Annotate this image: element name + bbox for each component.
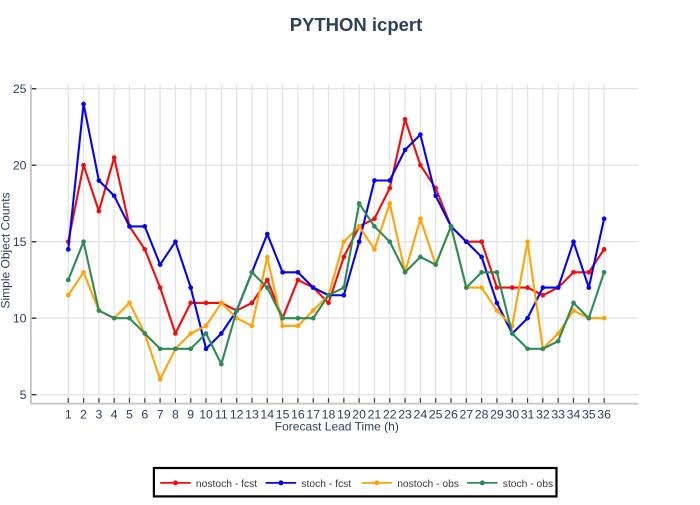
svg-text:20: 20	[352, 408, 366, 422]
svg-text:13: 13	[245, 408, 259, 422]
svg-text:26: 26	[444, 408, 458, 422]
svg-text:6: 6	[141, 408, 148, 422]
svg-text:34: 34	[567, 408, 581, 422]
svg-text:1: 1	[65, 408, 72, 422]
svg-text:9: 9	[187, 408, 194, 422]
svg-text:nostoch - fcst: nostoch - fcst	[196, 479, 257, 490]
svg-text:5: 5	[126, 408, 133, 422]
svg-text:27: 27	[459, 408, 473, 422]
svg-text:30: 30	[505, 408, 519, 422]
svg-text:31: 31	[521, 408, 535, 422]
svg-text:3: 3	[95, 408, 102, 422]
svg-text:nostoch - obs: nostoch - obs	[397, 479, 459, 490]
svg-text:20: 20	[13, 158, 27, 172]
svg-text:5: 5	[20, 388, 27, 402]
svg-text:2: 2	[80, 408, 87, 422]
svg-text:11: 11	[215, 408, 228, 422]
svg-text:28: 28	[475, 408, 489, 422]
svg-text:17: 17	[306, 408, 320, 422]
svg-text:18: 18	[322, 408, 336, 422]
svg-text:Simple Object Counts: Simple Object Counts	[0, 192, 12, 308]
svg-text:22: 22	[383, 408, 397, 422]
svg-text:14: 14	[260, 408, 274, 422]
svg-text:36: 36	[597, 408, 611, 422]
svg-text:35: 35	[582, 408, 596, 422]
svg-text:15: 15	[13, 235, 27, 249]
svg-text:33: 33	[551, 408, 565, 422]
svg-text:24: 24	[414, 408, 428, 422]
svg-text:10: 10	[13, 311, 27, 325]
svg-text:16: 16	[291, 408, 305, 422]
svg-text:Forecast Lead Time (h): Forecast Lead Time (h)	[275, 420, 399, 434]
svg-text:21: 21	[368, 408, 382, 422]
svg-text:15: 15	[276, 408, 290, 422]
svg-text:25: 25	[13, 82, 27, 96]
svg-text:29: 29	[490, 408, 504, 422]
svg-text:stoch - obs: stoch - obs	[503, 479, 553, 490]
svg-text:8: 8	[172, 408, 179, 422]
svg-text:19: 19	[337, 408, 351, 422]
svg-text:stoch - fcst: stoch - fcst	[301, 479, 351, 490]
svg-text:25: 25	[429, 408, 443, 422]
svg-text:4: 4	[111, 408, 118, 422]
svg-text:7: 7	[157, 408, 164, 422]
svg-text:32: 32	[536, 408, 550, 422]
svg-text:PYTHON icpert: PYTHON icpert	[290, 14, 423, 35]
svg-text:23: 23	[398, 408, 412, 422]
svg-text:10: 10	[199, 408, 213, 422]
svg-text:12: 12	[230, 408, 244, 422]
